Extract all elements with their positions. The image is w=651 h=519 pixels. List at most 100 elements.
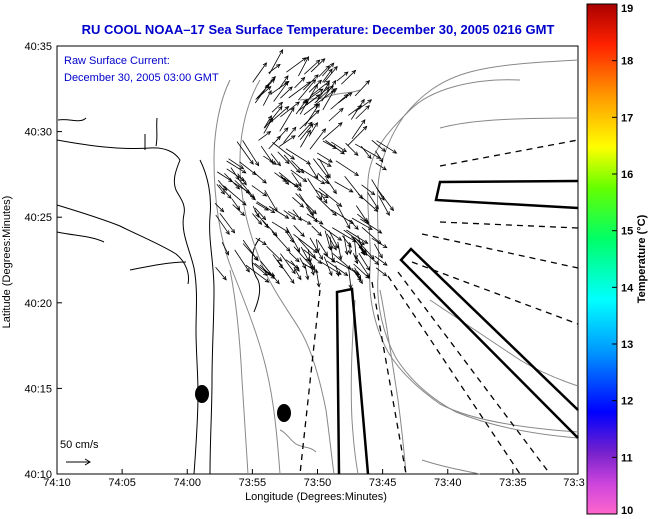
current-vector (268, 206, 289, 219)
current-vector-head (320, 180, 326, 185)
current-vector (309, 80, 330, 97)
current-vector-head (338, 255, 343, 261)
current-vector-head (317, 259, 323, 264)
current-vector (252, 213, 262, 225)
current-vector (230, 167, 240, 180)
current-vector-head (332, 79, 337, 85)
current-vector (323, 256, 333, 276)
current-vector (331, 209, 354, 224)
current-vector (351, 119, 366, 140)
current-vector-head (337, 236, 343, 241)
current-vector (236, 141, 254, 165)
current-vector (376, 140, 397, 154)
current-vector-head (392, 149, 398, 154)
current-vector (351, 217, 373, 230)
current-vector (271, 102, 283, 113)
current-vector (253, 171, 267, 184)
current-vector-head (370, 190, 376, 196)
x-axis-label: Longitude (Degrees:Minutes) (245, 491, 387, 503)
x-tick-label: 73:35 (499, 477, 527, 489)
current-vector (304, 103, 320, 127)
current-vector-head (255, 161, 260, 167)
current-vector-head (333, 65, 338, 71)
current-vector (260, 145, 274, 164)
current-vector-head (328, 68, 333, 74)
current-vector-head (230, 228, 236, 234)
current-vector-head (302, 57, 307, 62)
current-vector (315, 270, 320, 287)
current-vector-head (360, 98, 365, 104)
current-vector-head (240, 211, 246, 217)
current-vector-head (343, 271, 349, 277)
current-vector (310, 58, 326, 73)
current-vector (262, 220, 278, 237)
x-tick-label: 74:05 (108, 477, 136, 489)
current-vector (343, 235, 348, 255)
current-vector (371, 237, 388, 249)
current-vector (308, 163, 319, 179)
current-vector-head (290, 279, 295, 285)
current-vector (277, 151, 290, 164)
current-vector-head (222, 275, 227, 281)
current-vector (255, 237, 267, 245)
current-vector-head (302, 177, 308, 183)
current-vector (376, 187, 394, 211)
current-vector (303, 74, 319, 91)
current-vector-head (285, 159, 290, 165)
current-vector (312, 158, 329, 179)
current-vector-head (297, 182, 302, 188)
current-vector-head (381, 147, 387, 153)
current-vector-head (270, 209, 276, 214)
colorbar-tick-label: 14 (621, 282, 634, 294)
current-vector-head (325, 86, 330, 92)
current-vector (228, 158, 244, 169)
current-vector (285, 148, 311, 165)
current-vector (328, 108, 344, 122)
current-vector (307, 249, 311, 263)
colorbar-tick-label: 15 (621, 226, 633, 238)
current-vector (273, 81, 289, 102)
current-vector-head (263, 271, 268, 277)
current-vector-head (273, 231, 278, 237)
current-vector (233, 182, 251, 194)
current-vector (259, 264, 272, 276)
scale-arrow: 50 cm/s (60, 439, 99, 466)
current-vector (349, 219, 359, 230)
current-vector (358, 252, 370, 271)
current-vector (332, 253, 351, 270)
current-vector (293, 246, 314, 269)
x-axis: 74:10 74:05 74:00 73:55 73:50 73:45 73:40 73:35… (43, 469, 585, 489)
current-vector-head (321, 128, 327, 133)
current-vector-head (354, 225, 359, 231)
dashed-lanes (299, 139, 579, 475)
current-vector (291, 172, 302, 187)
current-vector (375, 162, 387, 171)
current-vector-head (306, 129, 311, 135)
current-vector (221, 242, 229, 256)
current-vector-head (222, 186, 228, 192)
current-vector (254, 207, 266, 220)
current-vector-head (266, 130, 272, 136)
current-vector (335, 265, 340, 276)
current-vector-head (332, 87, 338, 93)
current-vector-head (264, 223, 269, 229)
current-vector-head (337, 202, 343, 208)
current-vector-head (330, 88, 335, 94)
current-vector-head (363, 217, 368, 223)
current-vector-head (249, 160, 254, 165)
current-vector-head (284, 80, 290, 86)
current-vector (283, 127, 297, 143)
current-vector-head (324, 193, 329, 199)
current-vector-head (275, 279, 280, 285)
current-vector (256, 86, 272, 99)
annotation-line-2: December 30, 2005 03:00 GMT (64, 72, 219, 84)
current-vector (361, 184, 375, 196)
current-vector-head (366, 266, 371, 272)
current-vector (374, 255, 388, 266)
current-vector-head (264, 278, 270, 283)
current-vector-head (277, 257, 283, 262)
current-vector (219, 213, 235, 234)
current-vector-head (318, 220, 324, 225)
current-vector-head (323, 199, 328, 204)
